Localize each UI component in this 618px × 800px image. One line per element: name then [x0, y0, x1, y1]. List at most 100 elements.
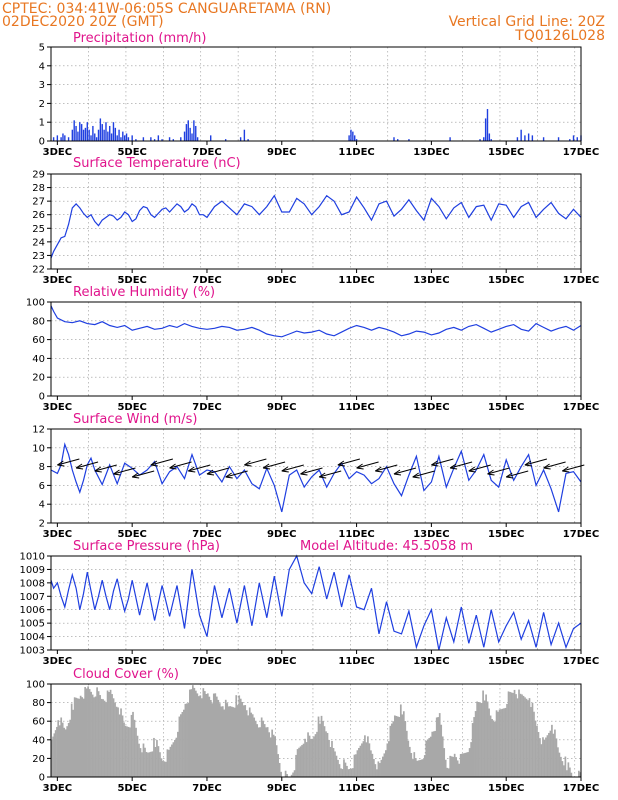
cloud-bar	[480, 703, 483, 777]
ytick-label: 27	[32, 197, 45, 208]
precip-bar	[125, 133, 128, 141]
precip-bar	[527, 133, 530, 141]
ytick-label: 6	[39, 481, 45, 492]
cloud-bar	[266, 727, 269, 777]
cloud-bar	[367, 736, 369, 777]
wind-arrow	[244, 458, 267, 467]
cloud-bar	[218, 703, 221, 777]
xtick-label: 7DEC	[192, 783, 221, 794]
cloud-bar	[181, 711, 184, 777]
cloud-bar	[295, 754, 297, 777]
precip-bar	[531, 135, 534, 141]
precip-bar	[56, 135, 59, 141]
cloud-bar	[85, 688, 88, 777]
precip-bar	[189, 127, 191, 141]
wind-arrow-head	[318, 472, 327, 479]
cloud-bar	[512, 692, 514, 777]
cloud-bar	[121, 715, 124, 777]
cloud-bar	[105, 702, 107, 777]
cloud-bar	[186, 703, 188, 777]
cloud-bar	[153, 737, 155, 777]
cloud-bar	[183, 709, 185, 777]
cloud-bar	[180, 714, 182, 777]
cloud-bar	[332, 748, 335, 777]
cloud-bar	[513, 689, 516, 777]
xtick-label: 17DEC	[563, 529, 599, 540]
cloud-bar	[284, 770, 287, 777]
cloud-bar	[66, 726, 69, 777]
xtick-label: 7DEC	[192, 402, 221, 413]
cloud-bar	[527, 700, 529, 777]
wind-arrow-head	[524, 460, 532, 467]
cloud-bar	[390, 723, 393, 777]
cloud-bar	[102, 699, 104, 777]
wind-arrow	[543, 461, 566, 470]
precip-bar	[101, 124, 103, 141]
wind-arrow	[131, 470, 155, 479]
cloud-bar	[468, 748, 471, 777]
ytick-label: 1	[39, 118, 45, 129]
cloud-bar	[310, 738, 312, 777]
cloud-bar	[338, 764, 341, 777]
precip-bar	[524, 135, 526, 141]
wind-arrow	[412, 470, 435, 479]
ytick-label: 8	[39, 462, 45, 473]
cloud-bar	[94, 696, 97, 777]
wind-arrow	[150, 458, 173, 467]
cloud-bar	[156, 740, 158, 777]
precip-bar	[352, 131, 354, 141]
cloud-bar	[419, 759, 422, 777]
cloud-bar	[346, 765, 348, 777]
precip-bar	[348, 135, 350, 141]
cloud-bar	[551, 724, 553, 777]
cloud-bar	[539, 738, 541, 777]
ytick-label: 80	[32, 698, 45, 709]
panel-5: 0 20 40 60 80 100 3DEC 5DEC 7DEC 9DEC 11DEC 13DEC 15…	[26, 667, 599, 794]
panel-title: Relative Humidity (%)	[73, 285, 215, 300]
precip-bar	[110, 133, 113, 141]
ytick-label: 60	[32, 335, 45, 346]
cloud-bar	[325, 731, 327, 777]
cloud-bar	[416, 760, 419, 777]
wind-arrow-head	[244, 460, 252, 467]
precip-bar	[355, 139, 358, 141]
ytick-label: 100	[26, 298, 45, 309]
precip-bar	[52, 137, 55, 141]
cloud-bar	[190, 689, 193, 777]
precip-bar	[397, 139, 399, 141]
wind-arrow-head	[543, 463, 551, 470]
cloud-bar	[142, 743, 145, 777]
cloud-bar	[465, 752, 468, 777]
cloud-bar	[377, 761, 380, 777]
wind-arrow-shaft	[449, 461, 473, 469]
xtick-label: 15DEC	[488, 656, 524, 667]
cloud-bar	[293, 770, 296, 777]
xtick-label: 5DEC	[117, 656, 146, 667]
cloud-bar	[235, 695, 238, 777]
cloud-bar	[492, 720, 495, 777]
wind-arrow-shaft	[300, 467, 323, 475]
cloud-bar	[199, 695, 202, 777]
ytick-label: 4	[39, 500, 45, 511]
ytick-label: 1006	[20, 605, 45, 616]
cloud-bar	[510, 692, 513, 777]
cloud-bar	[292, 772, 294, 777]
precip-bar	[62, 133, 64, 141]
cloud-bar	[456, 760, 459, 777]
precip-bar	[64, 135, 66, 141]
cloud-bar	[393, 715, 396, 777]
xtick-label: 15DEC	[488, 783, 524, 794]
cloud-bar	[112, 698, 115, 777]
xtick-label: 9DEC	[267, 656, 296, 667]
cloud-bar	[554, 729, 556, 777]
precip-bar	[516, 137, 519, 141]
ytick-label: 1004	[20, 632, 45, 643]
cloud-bar	[413, 752, 416, 777]
wind-arrow-shaft	[132, 470, 155, 478]
cloud-bar	[117, 707, 119, 777]
panel-frame	[50, 555, 582, 651]
cloud-bar	[444, 759, 447, 777]
cloud-bar	[232, 707, 235, 777]
cloud-bar	[477, 702, 480, 777]
cloud-bar	[428, 738, 431, 777]
